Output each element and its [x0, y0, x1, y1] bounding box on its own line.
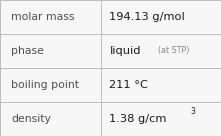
- Text: 1.38 g/cm: 1.38 g/cm: [109, 114, 167, 124]
- Text: liquid: liquid: [109, 46, 141, 56]
- Text: density: density: [11, 114, 51, 124]
- Text: boiling point: boiling point: [11, 80, 79, 90]
- Text: molar mass: molar mass: [11, 12, 74, 22]
- Text: 3: 3: [191, 107, 196, 116]
- Text: (at STP): (at STP): [158, 47, 189, 55]
- Text: phase: phase: [11, 46, 44, 56]
- Text: 211 °C: 211 °C: [109, 80, 148, 90]
- Text: 194.13 g/mol: 194.13 g/mol: [109, 12, 185, 22]
